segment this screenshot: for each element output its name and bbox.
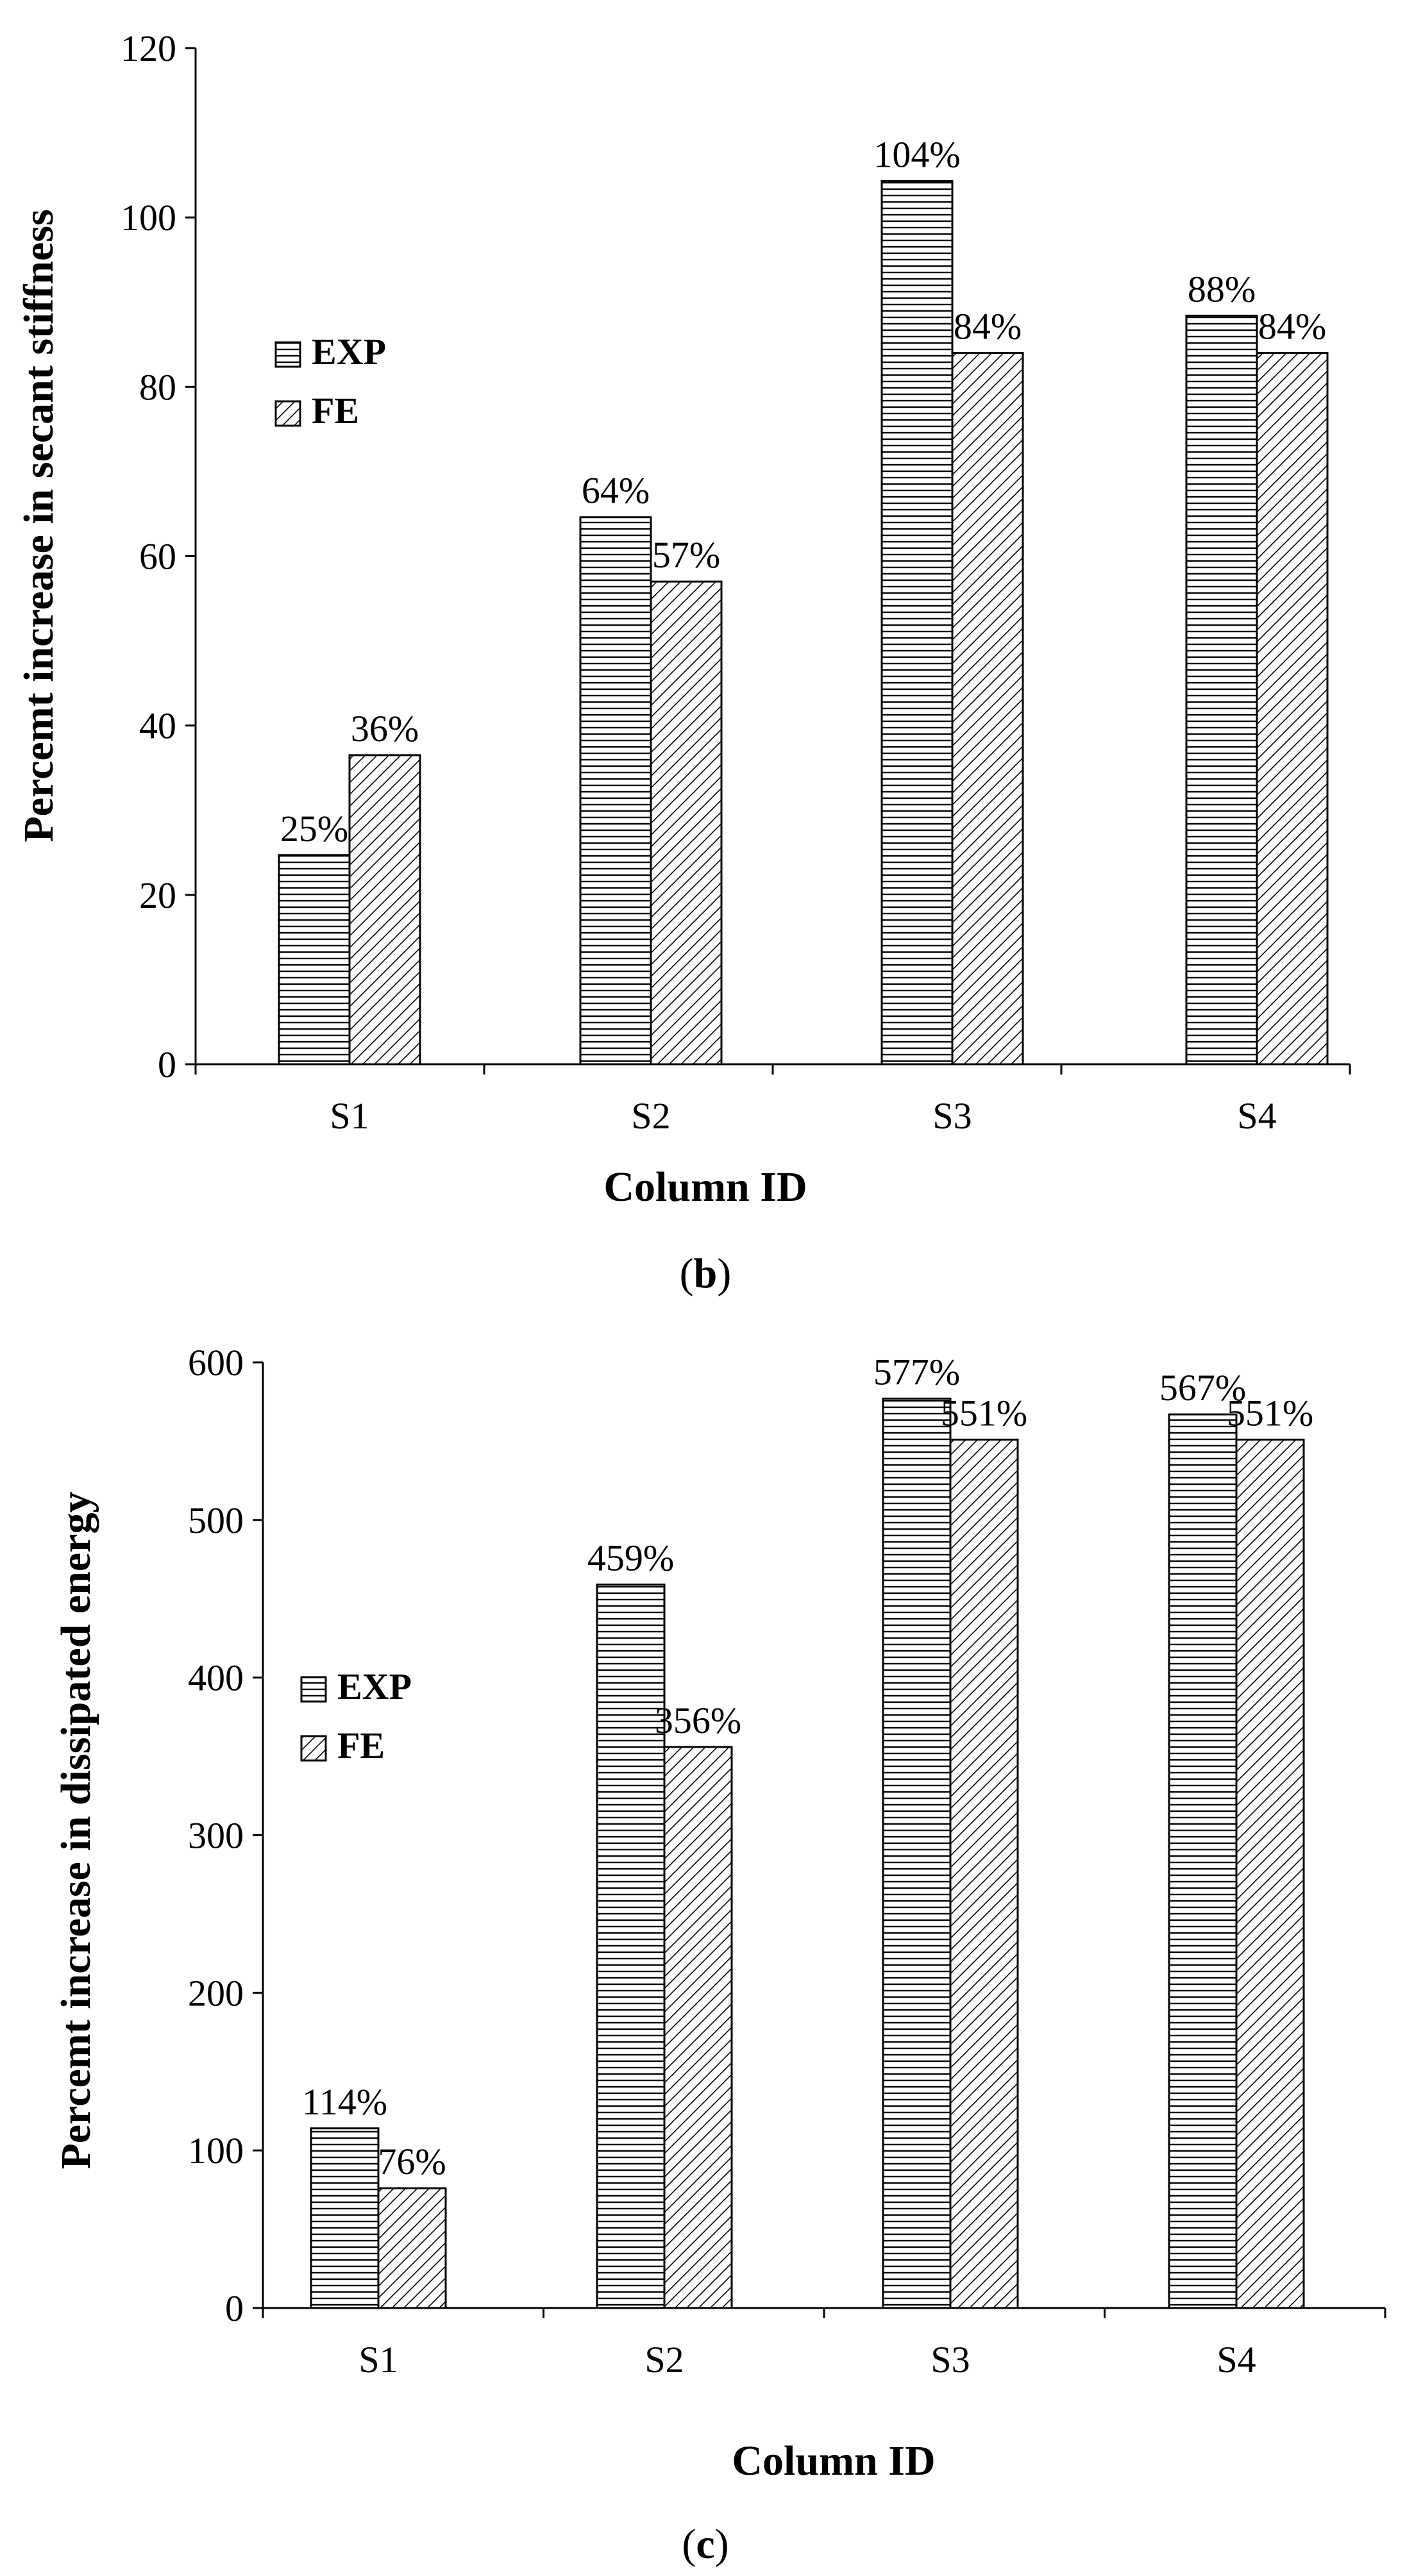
bar-exp-s2: [596, 1584, 666, 2309]
legend-swatch-fe: [300, 1735, 327, 1762]
legend-swatch-fe: [274, 400, 301, 427]
y-tick-label: 20: [139, 874, 176, 916]
bar-fe-s3: [951, 352, 1024, 1066]
legend-label-exp: EXP: [312, 331, 386, 372]
bar-fe-s2: [663, 1746, 733, 2309]
axes: [262, 1362, 1386, 2318]
y-tick-label: 500: [188, 1500, 244, 1541]
bars: [278, 180, 1329, 1066]
chart-secant-stiffness: Percemt increase in secant stiffness 0 20…: [15, 28, 1351, 1210]
legend-label-fe: FE: [337, 1725, 385, 1766]
legend: EXP FE: [274, 331, 386, 431]
y-tick-label: 100: [188, 2130, 244, 2171]
bar-exp-s4: [1185, 314, 1258, 1066]
y-axis-title: Percemt increase in dissipated energy: [53, 1491, 99, 2169]
legend-swatch-exp: [274, 341, 301, 368]
bars: [310, 1398, 1305, 2309]
y-axis-ticks: 0 20 40 60 80 100 120: [121, 28, 196, 1085]
x-axis-title: Column ID: [732, 2438, 935, 2484]
data-label-exp-s1: 114%: [302, 2081, 387, 2123]
y-tick-label: 60: [139, 536, 176, 578]
y-tick-label: 300: [188, 1815, 244, 1857]
y-tick-label: 120: [121, 28, 176, 69]
data-label-fe-s3: 551%: [941, 1392, 1027, 1434]
bar-exp-s4: [1168, 1413, 1238, 2309]
y-tick-label: 400: [188, 1657, 244, 1699]
bar-exp-s3: [882, 1398, 952, 2309]
bar-fe-s1: [348, 754, 421, 1066]
data-label-fe-s4: 551%: [1227, 1392, 1313, 1434]
bar-fe-s4: [1256, 352, 1329, 1066]
y-tick-label: 600: [188, 1342, 244, 1384]
y-tick-label: 40: [139, 705, 176, 747]
data-label-fe-s1: 76%: [378, 2141, 446, 2182]
legend-swatch-exp: [300, 1676, 327, 1703]
x-tick-label: S1: [330, 1095, 369, 1137]
x-tick-label: S3: [930, 2339, 970, 2380]
y-tick-label: 80: [139, 366, 176, 408]
legend-label-fe: FE: [312, 390, 359, 431]
x-axis-title: Column ID: [603, 1164, 807, 1210]
data-labels: 114% 459% 577% 567% 76% 356% 551% 551%: [302, 1351, 1313, 2183]
y-tick-label: 200: [188, 1972, 244, 2014]
bar-fe-s3: [949, 1438, 1019, 2309]
data-label-exp-s1: 25%: [280, 808, 348, 849]
bar-exp-s3: [880, 180, 954, 1066]
legend: EXP FE: [300, 1666, 412, 1766]
data-label-exp-s2: 64%: [582, 470, 650, 512]
data-label-fe-s2: 57%: [652, 534, 720, 576]
panel-label-b: (b): [680, 1250, 732, 1297]
bar-exp-s2: [579, 516, 652, 1066]
x-tick-label: S4: [1217, 2339, 1256, 2380]
panel-label-c: (c): [682, 2521, 728, 2568]
y-axis-title: Percemt increase in secant stiffness: [15, 209, 62, 842]
x-tick-label: S2: [631, 1095, 670, 1137]
data-label-fe-s4: 84%: [1258, 306, 1326, 347]
x-tick-label: S1: [358, 2339, 398, 2380]
bar-exp-s1: [310, 2127, 380, 2309]
data-label-fe-s3: 84%: [954, 306, 1022, 347]
data-label-fe-s2: 356%: [655, 1700, 741, 1741]
bar-fe-s2: [650, 580, 723, 1066]
data-labels: 25% 64% 104% 88% 36% 57% 84% 84%: [280, 133, 1326, 849]
bar-exp-s1: [278, 854, 351, 1066]
data-label-exp-s3: 577%: [873, 1351, 960, 1393]
legend-label-exp: EXP: [337, 1666, 412, 1707]
x-axis-ticks: S1 S2 S3 S4: [330, 1095, 1276, 1137]
data-label-exp-s4: 567%: [1159, 1367, 1246, 1409]
data-label-fe-s1: 36%: [351, 708, 419, 749]
data-label-exp-s3: 104%: [873, 133, 960, 175]
y-tick-label: 100: [121, 197, 176, 238]
bar-fe-s4: [1235, 1438, 1305, 2309]
y-tick-label: 0: [158, 1044, 176, 1085]
data-label-exp-s4: 88%: [1188, 268, 1256, 310]
x-tick-label: S2: [644, 2339, 684, 2380]
x-axis-ticks: S1 S2 S3 S4: [358, 2339, 1256, 2380]
x-tick-label: S3: [932, 1095, 972, 1137]
y-axis-ticks: 0 100 200 300 400 500 600: [188, 1342, 263, 2329]
x-tick-label: S4: [1237, 1095, 1276, 1137]
bar-fe-s1: [377, 2187, 447, 2309]
chart-dissipated-energy: Percemt increase in dissipated energy 0 1…: [53, 1342, 1386, 2484]
axes: [194, 48, 1351, 1075]
data-label-exp-s2: 459%: [587, 1537, 674, 1579]
y-tick-label: 0: [225, 2287, 244, 2329]
